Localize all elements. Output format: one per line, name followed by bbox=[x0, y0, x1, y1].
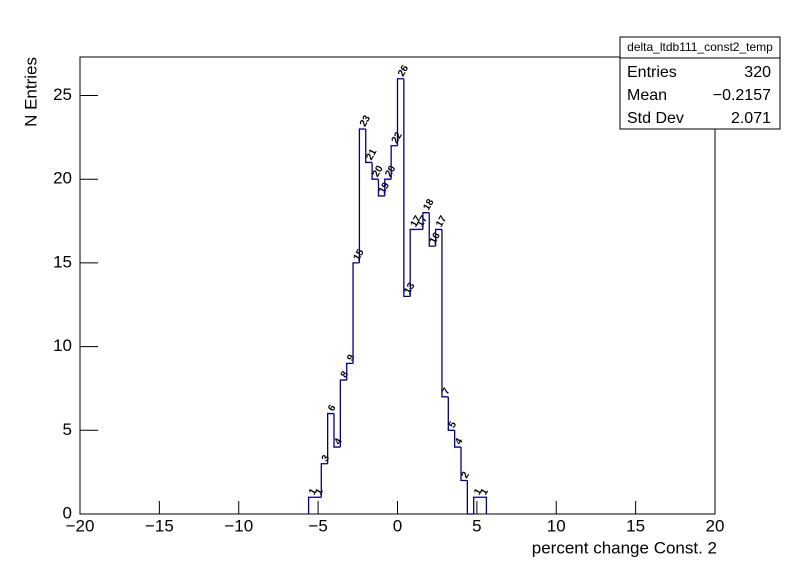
histogram-bin bbox=[371, 162, 379, 180]
value-label: 1 bbox=[479, 486, 492, 497]
value-label: 4 bbox=[453, 436, 466, 447]
value-label: 9 bbox=[345, 352, 358, 363]
histogram-bin bbox=[441, 229, 449, 398]
value-label: 23 bbox=[358, 113, 373, 129]
value-label: 18 bbox=[421, 197, 436, 213]
histogram-bin bbox=[460, 447, 468, 482]
x-tick-label: 0 bbox=[393, 516, 402, 535]
x-tick-label: 20 bbox=[706, 516, 725, 535]
histogram-bin bbox=[307, 496, 315, 514]
stats-value: 320 bbox=[744, 64, 771, 81]
histogram-bin bbox=[422, 212, 430, 230]
value-label: 4 bbox=[333, 436, 346, 447]
histogram-bin bbox=[409, 228, 417, 297]
histogram-bin bbox=[365, 128, 373, 164]
x-tick-label: 5 bbox=[472, 516, 481, 535]
histogram-bin bbox=[447, 396, 455, 431]
histogram-bin bbox=[384, 178, 392, 196]
histogram-bin bbox=[352, 262, 360, 364]
value-label: 3 bbox=[320, 453, 333, 464]
x-tick-label: −5 bbox=[308, 516, 327, 535]
value-label: 7 bbox=[440, 386, 453, 397]
histogram-bin bbox=[428, 212, 436, 247]
histogram-bin bbox=[339, 379, 347, 448]
histogram-bin bbox=[346, 362, 354, 381]
histogram-bin bbox=[454, 430, 461, 448]
stats-box: delta_ltdb111_const2_temp Entries 320 Me… bbox=[619, 36, 781, 130]
value-label: 6 bbox=[326, 403, 339, 414]
y-axis-label: N Entries bbox=[21, 57, 40, 127]
stats-frame bbox=[619, 36, 781, 130]
stats-key: Entries bbox=[627, 64, 677, 81]
histogram-bin bbox=[377, 179, 385, 197]
y-tick-label: 5 bbox=[63, 420, 72, 439]
value-label: 1 bbox=[313, 486, 326, 497]
histogram-bin bbox=[320, 463, 328, 498]
value-label: 8 bbox=[339, 369, 352, 380]
y-tick-label: 25 bbox=[53, 85, 72, 104]
value-label: 20 bbox=[371, 164, 386, 180]
x-tick-label: 10 bbox=[547, 516, 566, 535]
histogram-bin bbox=[390, 145, 398, 180]
histogram-bin bbox=[327, 412, 334, 464]
histogram-bin bbox=[403, 78, 411, 298]
stats-value: −0.2157 bbox=[713, 87, 771, 104]
stats-title: delta_ltdb111_const2_temp bbox=[627, 40, 773, 54]
histogram-bin bbox=[480, 496, 488, 514]
value-label: 17 bbox=[434, 214, 449, 230]
histogram-bin bbox=[396, 78, 404, 146]
y-tick-label: 10 bbox=[53, 336, 72, 355]
histogram-bin bbox=[358, 128, 366, 263]
stats-key: Std Dev bbox=[627, 110, 684, 127]
y-tick-label: 15 bbox=[53, 252, 72, 271]
value-label: 17 bbox=[409, 214, 424, 230]
x-tick-label: 15 bbox=[626, 516, 645, 535]
y-tick-label: 0 bbox=[63, 503, 72, 522]
x-tick-label: −20 bbox=[66, 516, 95, 535]
value-label: 26 bbox=[396, 63, 411, 79]
value-label: 5 bbox=[447, 419, 460, 430]
x-tick-label: −15 bbox=[145, 516, 174, 535]
histogram-bin bbox=[434, 228, 442, 247]
y-tick-label: 20 bbox=[53, 169, 72, 188]
stats-value: 2.071 bbox=[731, 110, 771, 127]
stats-key: Mean bbox=[627, 87, 667, 104]
histogram-bin bbox=[473, 496, 481, 514]
histogram-bin bbox=[333, 413, 341, 448]
value-label: 2 bbox=[460, 470, 473, 481]
value-label: 1 bbox=[472, 486, 485, 497]
value-label: 1 bbox=[307, 486, 320, 497]
value-label: 21 bbox=[364, 147, 379, 163]
histogram-bin bbox=[466, 480, 474, 515]
x-tick-label: −10 bbox=[224, 516, 253, 535]
x-axis-label: percent change Const. 2 bbox=[532, 538, 717, 557]
